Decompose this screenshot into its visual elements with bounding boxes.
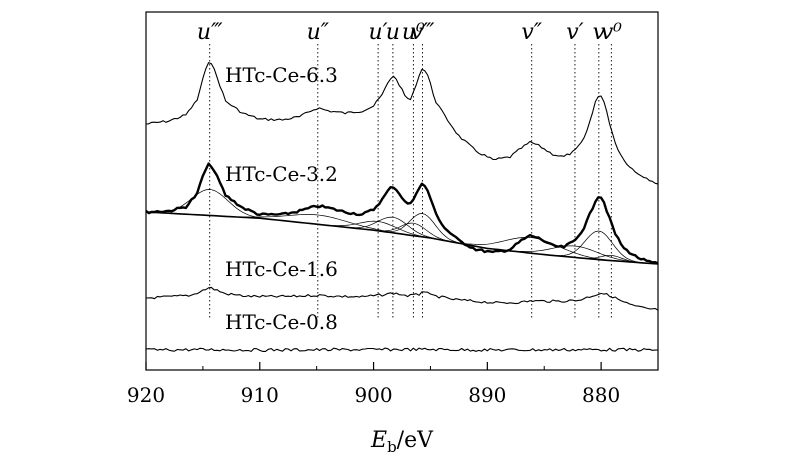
series-label-htc-ce-0-8: HTc-Ce-0.8 xyxy=(225,310,338,334)
peak-label-8: v′ xyxy=(566,20,583,45)
fit-component-5 xyxy=(145,211,659,265)
peak-label-2: u″ xyxy=(307,20,330,45)
peak-label-9: v xyxy=(593,20,606,45)
peak-label-10: v⁰ xyxy=(601,20,622,45)
fit-component-2 xyxy=(145,211,659,265)
x-tick-label-900: 900 xyxy=(354,383,392,407)
x-axis: 920 910 900 890 880 xyxy=(127,362,620,407)
series-line-htc-ce-6-3 xyxy=(145,62,659,185)
series-label-htc-ce-6-3: HTc-Ce-6.3 xyxy=(225,63,338,87)
peak-label-1: u‴ xyxy=(197,20,223,45)
series-line-htc-ce-3-2 xyxy=(145,162,659,265)
fit-component-10 xyxy=(145,211,659,265)
x-axis-title-main: E xyxy=(370,428,387,453)
x-tick-label-880: 880 xyxy=(582,383,620,407)
series-line-htc-ce-1-6 xyxy=(145,286,659,311)
fit-component-4 xyxy=(145,211,659,265)
fit-component-7 xyxy=(145,211,659,265)
reference-lines xyxy=(209,44,612,318)
peak-label-7: v″ xyxy=(521,20,542,45)
x-tick-label-890: 890 xyxy=(468,383,506,407)
plot-frame xyxy=(145,11,659,371)
x-axis-title-unit: /eV xyxy=(397,428,434,453)
series-label-htc-ce-1-6: HTc-Ce-1.6 xyxy=(225,257,338,281)
series-labels: HTc-Ce-6.3 HTc-Ce-3.2 HTc-Ce-1.6 HTc-Ce-0.8 xyxy=(225,63,338,334)
fit-component-1 xyxy=(145,189,659,265)
x-tick-label-920: 920 xyxy=(127,383,165,407)
fit-component-9 xyxy=(145,211,659,265)
x-axis-title-sub: b xyxy=(387,438,397,456)
peak-label-5: u⁰ xyxy=(402,20,425,45)
series-label-htc-ce-3-2: HTc-Ce-3.2 xyxy=(225,162,338,186)
peak-label-6: v‴ xyxy=(411,20,435,45)
x-tick-label-910: 910 xyxy=(241,383,279,407)
fit-component-6 xyxy=(145,211,659,265)
peak-label-4: u xyxy=(386,20,400,45)
fit-background-line xyxy=(145,211,659,265)
peak-labels: u‴ u″ u′u u⁰v‴ v″ v′ vv⁰ xyxy=(197,20,622,45)
x-axis-title: Eb/eV xyxy=(370,428,434,456)
series-line-htc-ce-0-8 xyxy=(145,347,659,352)
peak-label-3: u′ xyxy=(369,20,388,45)
fit-component-3 xyxy=(145,211,659,265)
fit-component-8 xyxy=(145,211,659,265)
series-layer xyxy=(145,62,659,352)
